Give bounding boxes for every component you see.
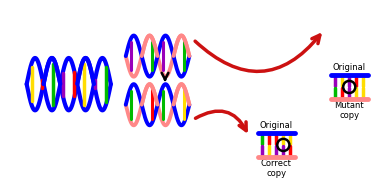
Text: Original: Original — [333, 63, 366, 72]
Text: Correct
copy: Correct copy — [261, 159, 292, 178]
Text: Mutant
copy: Mutant copy — [335, 101, 364, 120]
Text: Original: Original — [260, 121, 293, 130]
